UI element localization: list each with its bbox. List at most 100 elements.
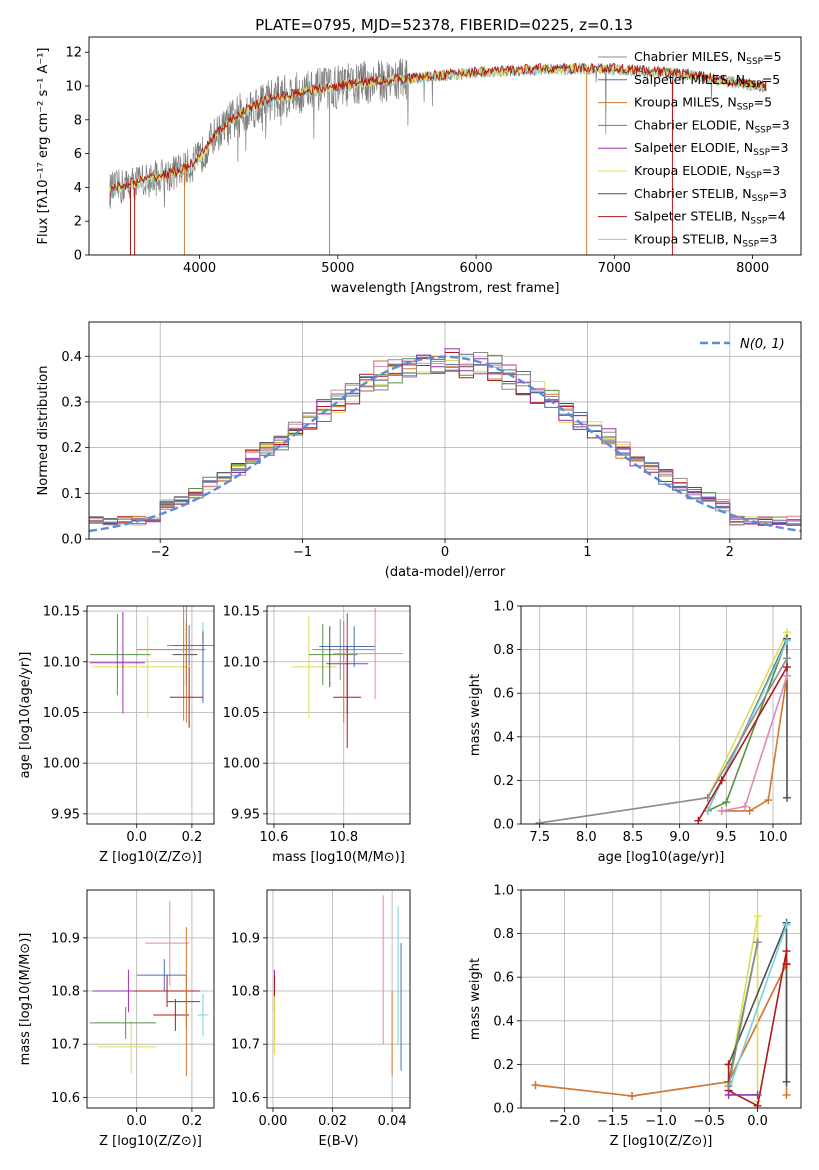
- weight-series-line: [727, 924, 788, 1091]
- weight-point-marker: [745, 806, 754, 815]
- legend-label-sub: SSP: [745, 171, 762, 181]
- age-vs-Z-ytick-label: 10.10: [43, 655, 80, 670]
- weight-point-marker: [531, 1081, 540, 1090]
- spectrum-frame: [88, 36, 802, 256]
- legend-label-name: Salpeter MILES, N: [634, 72, 745, 87]
- legend-label-name: Kroupa MILES, N: [634, 95, 737, 110]
- residual-histogram-xtick-label: −1: [293, 545, 312, 560]
- weight-point-marker: [717, 776, 726, 785]
- weight-point-marker: [783, 671, 791, 680]
- residual-histogram-ylabel: Normed distribution: [36, 366, 51, 496]
- legend-label: Chabrier MILES, NSSP=5: [634, 49, 782, 67]
- mass-vs-Z-ytick-label: 10.7: [51, 1038, 80, 1053]
- mass-vs-Z-ytick-label: 10.9: [51, 931, 80, 946]
- mass-vs-Z-plot-area: [87, 890, 214, 1108]
- age-vs-Z-axes: 0.0 0.2 9.95 10.00 10.05 10.10 10.15 Z [log10(Z…: [18, 605, 215, 865]
- mass-weight-vs-age-ytick-label: 0.4: [493, 730, 514, 745]
- mass-vs-Z-ylabel: mass [log10(M/M⊙)]: [18, 933, 33, 1066]
- spectrum-ytick-label: 10: [65, 80, 82, 95]
- legend-label-name: Kroupa STELIB, N: [634, 231, 742, 246]
- mass-weight-vs-Z-xtick-label: −1.0: [645, 1114, 677, 1129]
- legend-label: Salpeter MILES, NSSP=5: [634, 72, 780, 90]
- mass-vs-EBV-xtick-label: 0.04: [378, 1114, 407, 1129]
- spectrum-xtick-label: 5000: [321, 261, 354, 276]
- mass-weight-vs-age-ytick-label: 1.0: [493, 600, 514, 615]
- mass-weight-vs-Z-plot-area: [521, 890, 801, 1108]
- spectrum-ytick-label: 0: [74, 249, 82, 264]
- legend-label: Salpeter STELIB, NSSP=4: [634, 209, 786, 227]
- residual-histogram-xtick-label: 1: [583, 545, 591, 560]
- normal-curve-line: [89, 355, 801, 533]
- age-vs-Z-ytick-label: 9.95: [51, 807, 80, 822]
- residual-histogram-xtick-label: 2: [726, 545, 734, 560]
- mass-weight-vs-age-ytick-label: 0.0: [493, 818, 514, 833]
- legend-label-count: =3: [770, 140, 788, 155]
- spectrum-xtick-label: 4000: [183, 261, 216, 276]
- mass-weight-vs-age-xtick-label: 9.0: [669, 830, 690, 845]
- mass-weight-vs-Z-ytick-label: 0.4: [493, 1014, 514, 1029]
- weight-point-marker: [724, 1082, 733, 1091]
- mass-vs-Z-xtick-label: 0.2: [182, 1114, 203, 1129]
- spectrum-ytick-label: 2: [74, 215, 82, 230]
- mass-vs-EBV-xlabel: E(B-V): [318, 1134, 358, 1149]
- mass-vs-EBV-ytick-label: 10.9: [231, 931, 260, 946]
- mass-vs-Z-xlabel: Z [log10(Z/Z⊙)]: [99, 1134, 202, 1149]
- legend-label-count: =3: [762, 163, 780, 178]
- legend-label-sub: SSP: [750, 217, 767, 227]
- mass-vs-Z-ytick-label: 10.8: [51, 985, 80, 1000]
- mass-weight-vs-Z-ytick-label: 0.8: [493, 927, 514, 942]
- spectrum-xtick-label: 8000: [736, 261, 769, 276]
- mass-weight-vs-age-ylabel: mass weight: [468, 674, 483, 756]
- weight-point-marker: [782, 1077, 791, 1086]
- weight-point-marker: [753, 1101, 762, 1108]
- legend-label-count: =5: [754, 95, 772, 110]
- mass-vs-EBV-plot-area: [267, 890, 410, 1108]
- age-vs-Z-ylabel: age [log10(age/yr)]: [18, 652, 33, 779]
- weight-point-marker: [694, 816, 703, 824]
- histogram-legend-label: N(0, 1): [740, 337, 785, 352]
- legend-label-name: Kroupa ELODIE, N: [634, 163, 745, 178]
- mass-vs-Z-xtick-label: 0.0: [126, 1114, 147, 1129]
- legend-label-name: Chabrier ELODIE, N: [634, 117, 754, 132]
- weight-series-line: [727, 942, 759, 1087]
- weight-point-marker: [741, 802, 749, 811]
- weight-point-marker: [782, 920, 791, 929]
- mass-weight-vs-age-ytick-label: 0.2: [493, 774, 514, 789]
- age-vs-Z-xtick-label: 0.0: [126, 830, 147, 845]
- spectrum-axes: 4000 5000 6000 7000 8000 0 2 4 6 8 10 12 wavelength …: [36, 36, 802, 296]
- weight-point-marker: [764, 796, 773, 805]
- residual-histogram-ytick-label: 0.4: [61, 350, 82, 365]
- age-vs-mass-ytick-label: 10.05: [223, 706, 260, 721]
- legend-label-sub: SSP: [745, 80, 762, 90]
- weight-point-marker: [717, 806, 726, 815]
- spectrum-ylabel: Flux [fλ10⁻¹⁷ erg cm⁻² s⁻¹ A⁻¹]: [36, 48, 51, 245]
- legend-label-sub: SSP: [752, 194, 769, 204]
- legend-label: Kroupa STELIB, NSSP=3: [634, 231, 778, 249]
- weight-point-marker: [724, 1060, 733, 1069]
- legend-label-count: =4: [767, 209, 785, 224]
- legend-label-sub: SSP: [753, 148, 770, 158]
- mass-vs-Z-axes: 0.0 0.2 10.6 10.7 10.8 10.9 Z [log10(Z/Z⊙)] mas…: [18, 889, 215, 1149]
- mass-vs-EBV-axes: 0.00 0.02 0.04 10.6 10.7 10.8 10.9 E(B-V): [231, 889, 411, 1149]
- mass-weight-vs-Z-xtick-label: −0.5: [693, 1114, 725, 1129]
- age-vs-mass-ytick-label: 10.00: [223, 757, 260, 772]
- residual-histogram-axes: −2 −1 0 1 2 0.0 0.1 0.2 0.3 0.4 (data-model)/error…: [36, 321, 802, 580]
- residual-histogram-xlabel: (data-model)/error: [385, 565, 506, 580]
- legend-label-name: Salpeter STELIB, N: [634, 209, 750, 224]
- mass-vs-EBV-ytick-label: 10.6: [231, 1091, 260, 1106]
- weight-point-marker: [535, 818, 544, 824]
- weight-point-marker: [703, 806, 712, 815]
- weight-point-marker: [628, 1092, 637, 1101]
- mass-weight-vs-age-xtick-label: 9.5: [716, 830, 737, 845]
- mass-weight-vs-Z-ytick-label: 0.0: [493, 1102, 514, 1117]
- legend-label-sub: SSP: [754, 125, 771, 135]
- legend-label: Salpeter ELODIE, NSSP=3: [634, 140, 788, 158]
- legend-label-name: Chabrier STELIB, N: [634, 186, 752, 201]
- weight-point-marker: [753, 1090, 762, 1099]
- mass-vs-Z-ytick-label: 10.6: [51, 1091, 80, 1106]
- figure-title: PLATE=0795, MJD=52378, FIBERID=0225, z=0…: [255, 16, 633, 34]
- residual-histogram-plot-area: [89, 322, 801, 539]
- weight-point-marker: [783, 793, 791, 802]
